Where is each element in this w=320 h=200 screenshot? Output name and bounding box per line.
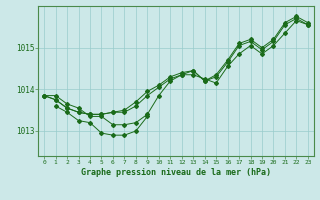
X-axis label: Graphe pression niveau de la mer (hPa): Graphe pression niveau de la mer (hPa) (81, 168, 271, 177)
